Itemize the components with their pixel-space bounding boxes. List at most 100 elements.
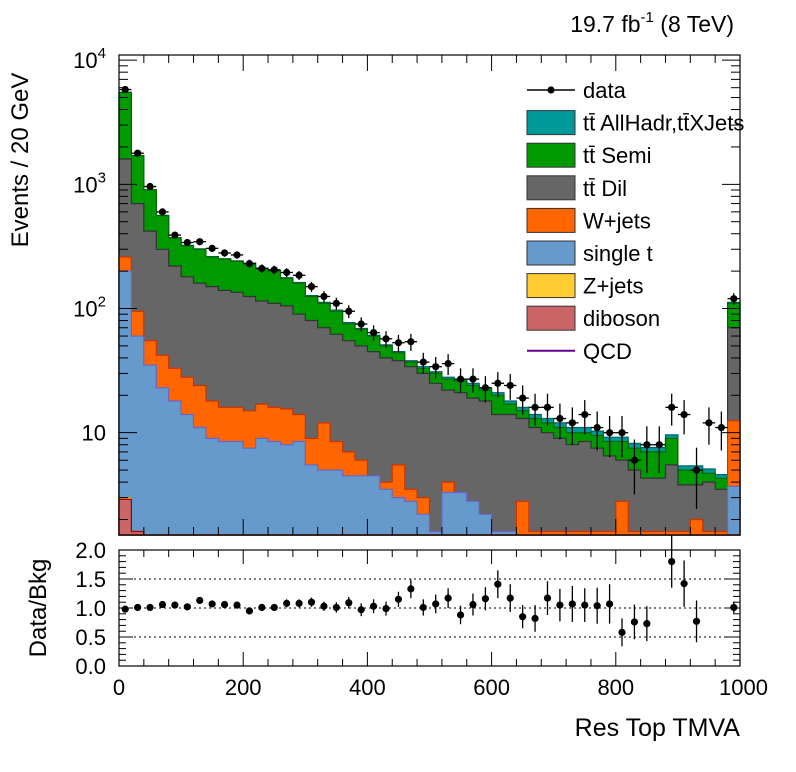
legend-label: QCD bbox=[583, 339, 632, 364]
ratio-point bbox=[270, 603, 278, 612]
lower-x-tick-label: 400 bbox=[349, 675, 386, 700]
ratio-point bbox=[593, 602, 601, 610]
ratio-points bbox=[121, 535, 738, 647]
ratio-point bbox=[581, 601, 589, 609]
data-point bbox=[307, 283, 316, 291]
data-point bbox=[419, 358, 427, 366]
tick-label-exponent: 3 bbox=[98, 169, 106, 186]
legend-swatch bbox=[526, 110, 576, 136]
ratio-point bbox=[605, 600, 614, 608]
legend-entry: Z+jets bbox=[526, 273, 644, 299]
ratio-point bbox=[134, 603, 142, 612]
legend-entry: QCD bbox=[527, 339, 632, 364]
ratio-point bbox=[158, 600, 167, 609]
data-point bbox=[432, 363, 440, 371]
data-point bbox=[630, 456, 639, 464]
ratio-point bbox=[307, 598, 316, 606]
lumi-value: 19.7 fb bbox=[570, 11, 640, 37]
upper-y-tick-label: 10 bbox=[82, 421, 106, 446]
ratio-point bbox=[332, 603, 340, 612]
tick-label-exponent: 2 bbox=[98, 294, 106, 311]
data-point bbox=[593, 423, 601, 432]
data-point bbox=[394, 339, 403, 347]
upper-y-tick-label: 103 bbox=[73, 169, 106, 197]
upper-data-points bbox=[119, 85, 740, 510]
data-point bbox=[121, 85, 129, 94]
ratio-point bbox=[556, 601, 564, 609]
legend-swatch bbox=[526, 305, 576, 331]
lower-x-tick-label: 0 bbox=[113, 675, 125, 700]
ratio-point bbox=[283, 599, 291, 607]
data-point bbox=[668, 403, 676, 411]
legend-entry: tt̄ Semi bbox=[526, 142, 651, 168]
ratio-point bbox=[630, 618, 639, 626]
upper-y-ticks bbox=[119, 59, 740, 520]
data-point bbox=[183, 238, 191, 247]
data-point bbox=[245, 259, 254, 268]
lower-y-tick-label: 1.5 bbox=[75, 567, 106, 592]
ratio-point bbox=[183, 603, 191, 611]
upper-y-axis-label: Events / 20 GeV bbox=[7, 73, 34, 248]
data-point bbox=[469, 375, 477, 383]
legend-swatch bbox=[526, 273, 576, 299]
data-point bbox=[208, 244, 216, 252]
legend-label: single t bbox=[583, 241, 653, 266]
legend-label: tt̄ Semi bbox=[583, 143, 651, 168]
data-point bbox=[295, 271, 303, 279]
data-point bbox=[730, 295, 738, 303]
legend-swatch bbox=[526, 175, 576, 201]
data-point bbox=[531, 403, 539, 411]
ratio-point bbox=[643, 620, 651, 628]
data-point bbox=[134, 149, 142, 157]
data-point bbox=[680, 410, 688, 419]
legend: data tt̄ AllHadr,tt̄XJets tt̄ Semi tt̄ Dil W… bbox=[526, 78, 744, 364]
ratio-point bbox=[370, 602, 378, 610]
upper-frame bbox=[118, 54, 741, 536]
data-point bbox=[196, 238, 204, 246]
lower-y-tick-label: 2.0 bbox=[75, 538, 106, 563]
ratio-point bbox=[531, 614, 539, 623]
data-point bbox=[605, 429, 614, 437]
data-point bbox=[692, 466, 701, 474]
ratio-point bbox=[258, 603, 266, 612]
legend-swatch bbox=[526, 142, 576, 168]
data-point bbox=[481, 384, 489, 392]
data-point bbox=[171, 231, 179, 239]
data-point bbox=[568, 419, 576, 427]
tick-label-base: 10 bbox=[73, 172, 97, 197]
data-point bbox=[444, 360, 452, 368]
data-point bbox=[456, 375, 465, 383]
data-point bbox=[618, 429, 626, 437]
ratio-point bbox=[432, 600, 440, 608]
ratio-point bbox=[320, 602, 328, 610]
ratio-point bbox=[245, 607, 254, 615]
ratio-point bbox=[196, 596, 204, 605]
ratio-point bbox=[543, 594, 552, 602]
ratio-point bbox=[506, 594, 514, 602]
lower-x-ticks: 0 200 400 600 800 1000 bbox=[113, 550, 768, 700]
ratio-point bbox=[519, 613, 527, 621]
data-point bbox=[543, 403, 552, 411]
data-point bbox=[581, 410, 589, 419]
lower-x-tick-label: 600 bbox=[473, 675, 510, 700]
ratio-point bbox=[394, 595, 403, 603]
data-point bbox=[705, 419, 713, 427]
lower-y-tick-label: 0.5 bbox=[75, 625, 106, 650]
data-point bbox=[332, 299, 340, 307]
ratio-point bbox=[668, 558, 676, 566]
lower-y-axis-label: Data/Bkg bbox=[25, 559, 52, 658]
ratio-point bbox=[407, 585, 415, 593]
data-point bbox=[283, 268, 291, 277]
legend-label: tt̄ Dil bbox=[583, 176, 627, 201]
ratio-point bbox=[730, 603, 738, 612]
ratio-point bbox=[233, 601, 241, 609]
ratio-point bbox=[357, 606, 365, 614]
data-point bbox=[494, 379, 502, 387]
data-point bbox=[655, 441, 663, 449]
legend-label: diboson bbox=[583, 306, 660, 331]
data-point bbox=[407, 338, 415, 346]
data-point bbox=[320, 292, 328, 301]
ratio-point bbox=[208, 600, 216, 608]
